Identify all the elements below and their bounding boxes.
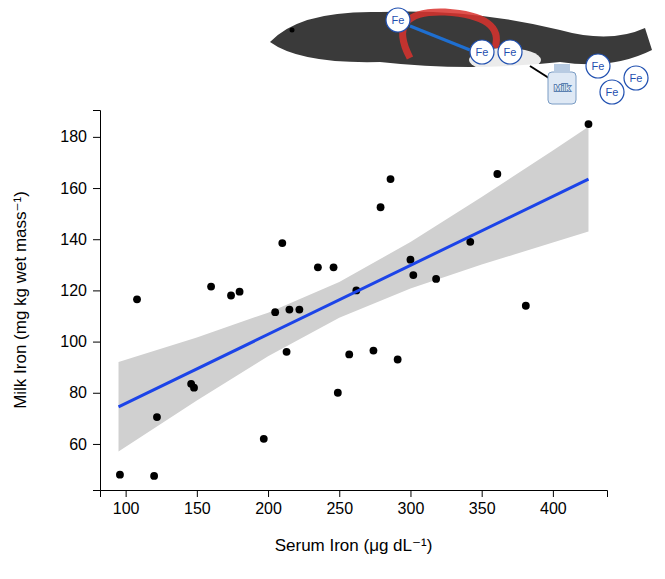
iron-circle	[600, 80, 624, 104]
annotation: Fe	[504, 46, 517, 58]
x-tick-label: 350	[469, 500, 496, 517]
x-tick-mark	[197, 490, 198, 497]
point	[116, 471, 124, 479]
y-tick: 60	[69, 436, 100, 453]
y-tick-label: 180	[60, 128, 87, 145]
iron-circle	[470, 40, 494, 64]
y-tick-mark	[93, 444, 100, 445]
seal-eye	[290, 28, 295, 33]
x-tick-label: 300	[398, 500, 425, 517]
point	[133, 295, 141, 303]
point	[190, 384, 198, 392]
point	[278, 239, 286, 247]
x-axis-line	[101, 491, 608, 498]
x-tick: 350	[469, 490, 496, 517]
point	[585, 120, 593, 128]
point	[334, 389, 342, 397]
y-tick: 160	[60, 180, 100, 197]
blood-vessel	[403, 12, 497, 58]
point	[236, 288, 244, 296]
y-tick: 80	[69, 384, 100, 401]
plot: 100 150 200 250 300 350 400 60 80 100 120 140 160 180	[60, 111, 607, 518]
confidence-band	[119, 127, 589, 452]
x-tick-mark	[339, 490, 340, 497]
x-tick-label: 250	[326, 500, 353, 517]
y-tick-mark	[93, 393, 100, 394]
y-tick: 100	[60, 333, 100, 350]
x-axis: 100 150 200 250 300 350 400	[101, 490, 608, 517]
fit-line	[119, 179, 589, 407]
x-tick: 250	[326, 490, 353, 517]
x-tick: 100	[113, 490, 140, 517]
x-tick-label: 100	[113, 500, 140, 517]
annotation: Fe	[592, 60, 605, 72]
point	[207, 283, 215, 291]
iron-circle	[586, 54, 610, 78]
y-tick-mark	[93, 342, 100, 343]
point	[314, 263, 322, 271]
x-tick-mark	[482, 490, 483, 497]
point	[153, 413, 161, 421]
y-axis-title: Milk Iron (mg kg wet mass⁻¹)	[11, 191, 30, 409]
point	[432, 275, 440, 283]
point	[286, 306, 294, 314]
arrow	[410, 26, 470, 50]
iron-circle	[386, 8, 410, 32]
point	[271, 308, 279, 316]
annotation: Fe	[606, 86, 619, 98]
y-tick-label: 160	[60, 180, 87, 197]
x-tick-mark	[268, 490, 269, 497]
milk-bottle-cap	[554, 64, 570, 73]
y-tick-label: 120	[60, 282, 87, 299]
y-axis: 60 80 100 120 140 160 180	[60, 111, 100, 491]
point	[394, 356, 402, 364]
point	[283, 348, 291, 356]
x-tick: 400	[540, 490, 567, 517]
x-tick-label: 200	[255, 500, 282, 517]
y-tick: 140	[60, 231, 100, 248]
x-tick-mark	[126, 490, 127, 497]
x-tick-mark	[410, 490, 411, 497]
y-tick-label: 60	[69, 436, 87, 453]
x-tick-label: 150	[184, 500, 211, 517]
y-tick-label: 100	[60, 333, 87, 350]
illustration: Fe Fe Fe Milk Fe Fe Fe	[270, 8, 652, 104]
y-tick-mark	[93, 188, 100, 189]
point	[345, 350, 353, 358]
point	[150, 472, 158, 480]
point	[370, 347, 378, 355]
y-tick-mark	[93, 137, 100, 138]
point	[260, 435, 268, 443]
point	[330, 263, 338, 271]
point	[387, 175, 395, 183]
iron-circle	[498, 40, 522, 64]
x-tick: 150	[184, 490, 211, 517]
x-tick-label: 400	[540, 500, 567, 517]
x-tick: 300	[398, 490, 425, 517]
chart: Fe Fe Fe Milk Fe Fe Fe 100 150 200 250 300 350 400 60 8…	[0, 0, 665, 579]
point	[409, 271, 417, 279]
y-tick-mark	[93, 290, 100, 291]
point	[377, 203, 385, 211]
milk-bottle	[548, 72, 576, 104]
y-tick-mark	[93, 239, 100, 240]
y-tick: 120	[60, 282, 100, 299]
x-tick-mark	[553, 490, 554, 497]
annotation: Fe	[476, 46, 489, 58]
annotation: Fe	[630, 72, 643, 84]
y-tick-label: 140	[60, 231, 87, 248]
iron-circle	[624, 66, 648, 90]
point	[227, 292, 235, 300]
x-tick: 200	[255, 490, 282, 517]
point	[295, 306, 303, 314]
x-axis-title: Serum Iron (μg dL⁻¹)	[275, 536, 433, 555]
annotation: Fe	[392, 14, 405, 26]
y-tick-label: 80	[69, 384, 87, 401]
y-tick: 180	[60, 128, 100, 145]
point	[493, 170, 501, 178]
y-axis-line	[93, 111, 101, 491]
point	[522, 302, 530, 310]
marks	[116, 120, 592, 480]
annotation: Milk	[554, 83, 570, 93]
